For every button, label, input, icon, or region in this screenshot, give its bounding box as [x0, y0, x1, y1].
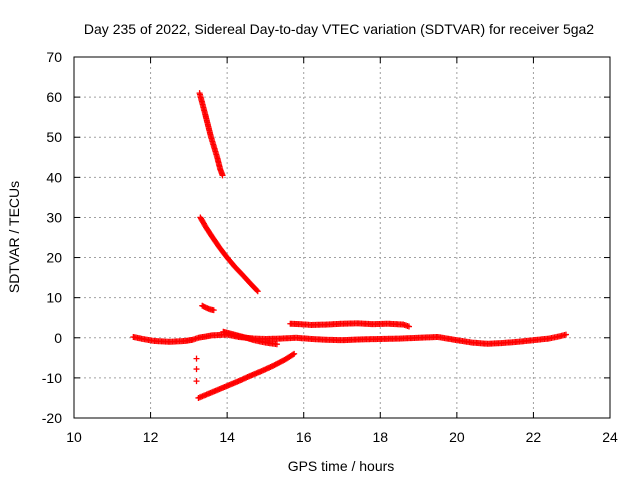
series-decay-arc — [197, 214, 261, 295]
y-tick-label: -10 — [42, 370, 62, 386]
data-points — [130, 90, 569, 401]
y-tick-label: 30 — [46, 209, 62, 225]
y-tick-label: 10 — [46, 290, 62, 306]
x-axis-label: GPS time / hours — [288, 458, 395, 474]
data-point — [210, 307, 217, 314]
data-point — [273, 341, 280, 348]
y-tick-label: 50 — [46, 129, 62, 145]
data-point — [406, 323, 412, 330]
data-point — [291, 350, 298, 357]
grid-lines — [74, 57, 610, 418]
x-tick-label: 12 — [143, 429, 159, 445]
data-point — [562, 331, 569, 338]
y-tick-label: 60 — [46, 89, 62, 105]
series-small-arc — [199, 302, 217, 314]
y-tick-label: 70 — [46, 49, 62, 65]
x-tick-label: 18 — [372, 429, 388, 445]
y-tick-label: 0 — [54, 330, 62, 346]
series-rising-arc — [195, 350, 298, 401]
y-tick-label: 20 — [46, 250, 62, 266]
data-point — [289, 351, 296, 358]
series-isolated-points — [193, 355, 200, 385]
series-mid-arc — [220, 328, 280, 348]
data-point — [254, 288, 261, 295]
data-point — [193, 355, 200, 362]
data-point — [219, 172, 226, 179]
data-point — [193, 366, 200, 373]
x-tick-label: 22 — [526, 429, 542, 445]
data-point — [193, 378, 200, 385]
series-steep-arc — [196, 90, 226, 179]
x-tick-label: 24 — [602, 429, 618, 445]
chart-title: Day 235 of 2022, Sidereal Day-to-day VTE… — [84, 21, 594, 37]
x-tick-label: 20 — [449, 429, 465, 445]
axis-ticks: 10 12 14 16 18 20 22 24 -20 -10 0 10 20 30 40 50 60 70 — [42, 49, 618, 445]
plot-frame — [73, 56, 611, 419]
x-tick-label: 10 — [66, 429, 82, 445]
data-point — [253, 287, 260, 294]
series-offset-arc — [287, 320, 412, 330]
y-tick-label: 40 — [46, 169, 62, 185]
x-tick-label: 16 — [296, 429, 312, 445]
y-tick-label: -20 — [42, 410, 62, 426]
x-tick-label: 14 — [219, 429, 235, 445]
y-axis-label: SDTVAR / TECUs — [6, 181, 22, 293]
